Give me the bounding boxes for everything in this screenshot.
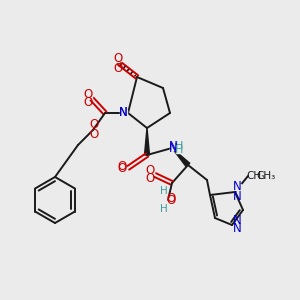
Polygon shape bbox=[145, 128, 149, 155]
Bar bbox=[160, 206, 167, 212]
Text: CH₃: CH₃ bbox=[246, 171, 266, 181]
Text: O: O bbox=[83, 88, 93, 101]
Bar bbox=[91, 132, 98, 138]
Text: N: N bbox=[118, 106, 127, 119]
Text: O: O bbox=[117, 163, 127, 176]
Bar bbox=[85, 92, 92, 98]
Text: O: O bbox=[89, 128, 99, 142]
Text: O: O bbox=[89, 118, 99, 131]
Text: N: N bbox=[232, 214, 242, 227]
Text: N: N bbox=[232, 223, 242, 236]
Bar bbox=[167, 198, 175, 204]
Bar bbox=[146, 168, 154, 174]
Bar bbox=[253, 173, 260, 179]
Text: N: N bbox=[169, 140, 177, 154]
Text: O: O bbox=[167, 193, 176, 206]
Text: O: O bbox=[167, 194, 176, 208]
Text: N: N bbox=[118, 106, 127, 119]
Text: H: H bbox=[175, 145, 183, 155]
Bar bbox=[169, 144, 176, 150]
Text: O: O bbox=[146, 164, 154, 178]
Text: H: H bbox=[175, 141, 183, 151]
Text: N: N bbox=[232, 181, 242, 194]
Bar bbox=[233, 226, 241, 232]
Text: O: O bbox=[146, 172, 154, 185]
Bar bbox=[233, 184, 241, 190]
Text: N: N bbox=[169, 142, 177, 155]
Text: CH₃: CH₃ bbox=[256, 171, 275, 181]
Text: O: O bbox=[83, 97, 93, 110]
Text: H: H bbox=[160, 204, 168, 214]
Bar bbox=[118, 166, 125, 172]
Text: O: O bbox=[113, 61, 123, 74]
Bar bbox=[119, 110, 127, 116]
Text: N: N bbox=[232, 190, 242, 203]
Polygon shape bbox=[172, 148, 190, 167]
Text: H: H bbox=[160, 186, 168, 196]
Bar bbox=[115, 55, 122, 61]
Text: O: O bbox=[113, 52, 123, 64]
Bar bbox=[176, 147, 182, 153]
Text: O: O bbox=[117, 160, 127, 173]
